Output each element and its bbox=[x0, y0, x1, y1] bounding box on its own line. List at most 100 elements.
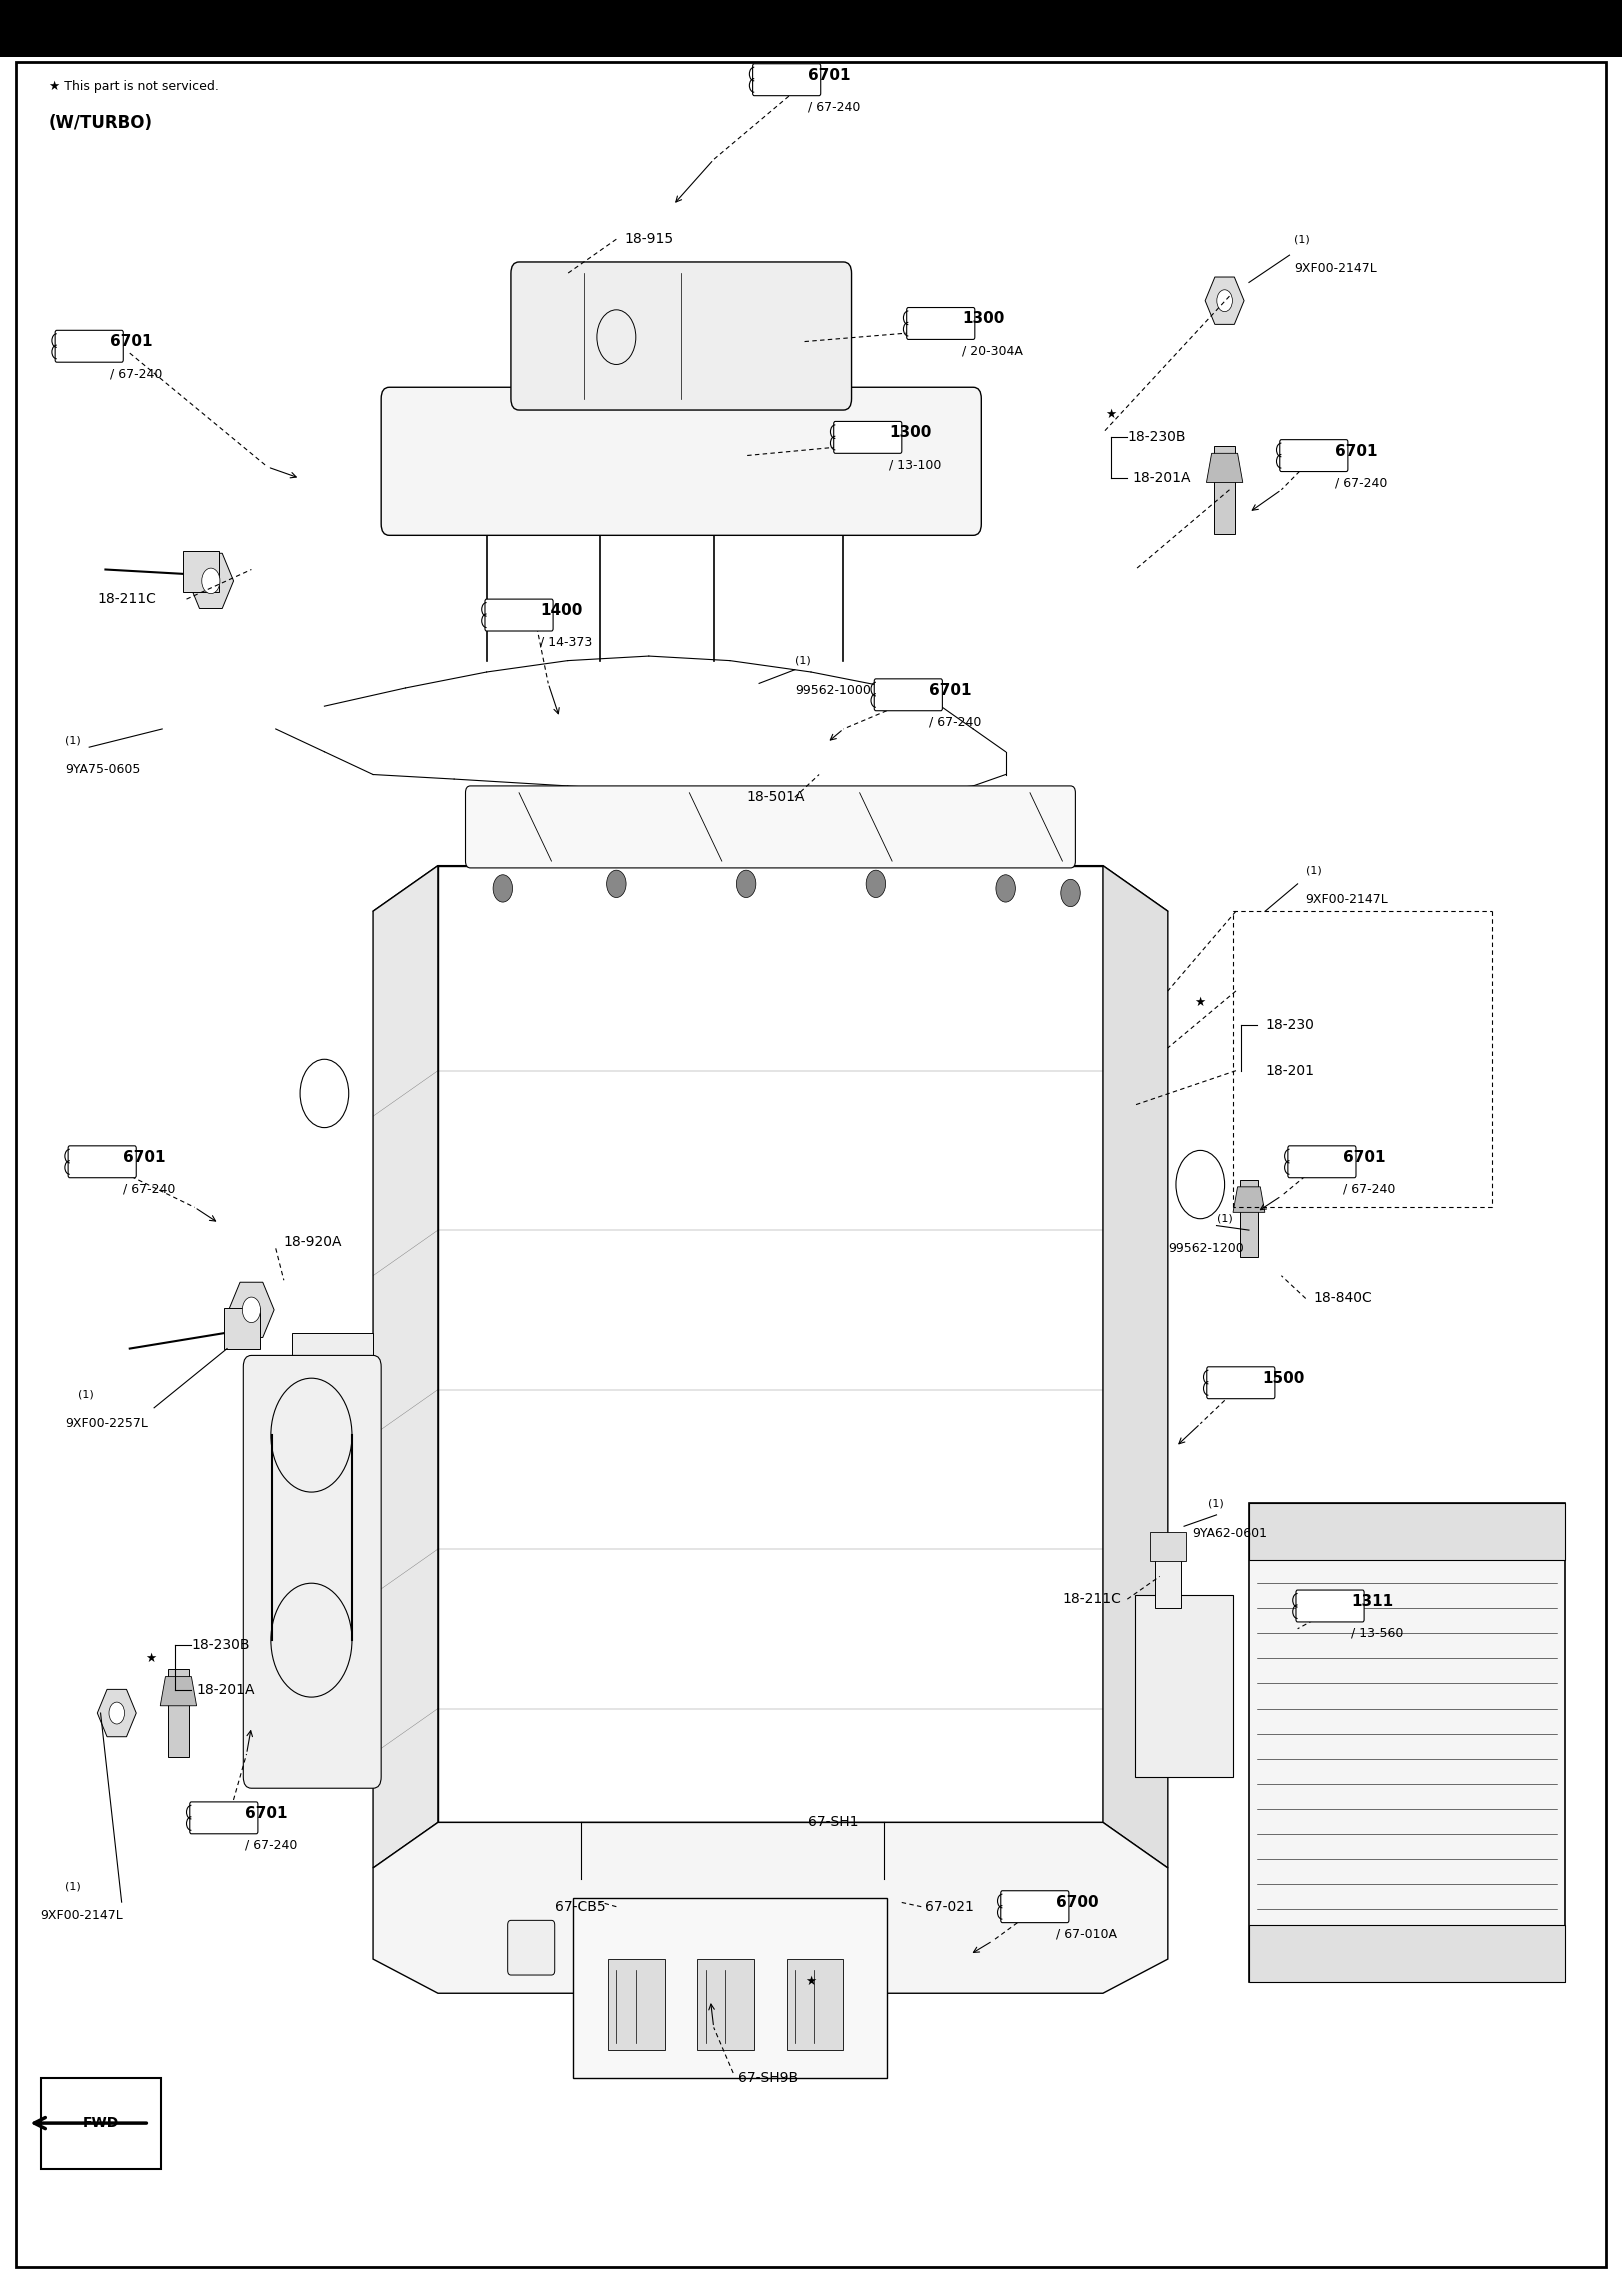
Bar bbox=[1150, 1531, 1186, 1560]
FancyBboxPatch shape bbox=[1280, 440, 1348, 472]
Text: (1): (1) bbox=[65, 1882, 81, 1891]
Text: 67-CB5: 67-CB5 bbox=[555, 1900, 605, 1914]
Text: ★ This part is not serviced.: ★ This part is not serviced. bbox=[49, 80, 219, 93]
Text: / 13-560: / 13-560 bbox=[1351, 1626, 1403, 1640]
Bar bbox=[697, 1959, 754, 2050]
FancyBboxPatch shape bbox=[1001, 1891, 1069, 1923]
Text: 18-211C: 18-211C bbox=[1062, 1592, 1121, 1606]
FancyBboxPatch shape bbox=[466, 786, 1075, 868]
Text: 6701: 6701 bbox=[245, 1806, 287, 1820]
Text: (1): (1) bbox=[78, 1390, 94, 1399]
Text: 6701: 6701 bbox=[929, 683, 972, 697]
Text: FWD: FWD bbox=[83, 2116, 118, 2130]
Text: 6701: 6701 bbox=[1335, 444, 1377, 458]
FancyBboxPatch shape bbox=[834, 421, 902, 453]
Text: 67-SH1: 67-SH1 bbox=[808, 1816, 858, 1829]
Polygon shape bbox=[188, 554, 234, 608]
Polygon shape bbox=[97, 1690, 136, 1736]
Text: / 20-304A: / 20-304A bbox=[962, 344, 1023, 358]
Text: 1400: 1400 bbox=[540, 604, 582, 617]
FancyBboxPatch shape bbox=[753, 64, 821, 96]
Text: (W/TURBO): (W/TURBO) bbox=[49, 114, 152, 132]
Bar bbox=[169, 1670, 188, 1756]
Polygon shape bbox=[1233, 1187, 1265, 1212]
Circle shape bbox=[109, 1702, 125, 1724]
Text: 18-915: 18-915 bbox=[624, 232, 673, 246]
FancyBboxPatch shape bbox=[508, 1920, 555, 1975]
Text: ★: ★ bbox=[1195, 995, 1205, 1009]
Text: 6701: 6701 bbox=[123, 1150, 165, 1164]
Bar bbox=[1239, 1180, 1259, 1257]
FancyBboxPatch shape bbox=[68, 1146, 136, 1178]
Text: 1500: 1500 bbox=[1262, 1371, 1304, 1385]
FancyBboxPatch shape bbox=[190, 1802, 258, 1834]
Text: 99562-1000: 99562-1000 bbox=[795, 683, 871, 697]
Text: 18-230: 18-230 bbox=[1265, 1018, 1314, 1032]
Text: 99562-1200: 99562-1200 bbox=[1168, 1242, 1244, 1255]
Text: / 67-010A: / 67-010A bbox=[1056, 1927, 1118, 1941]
Bar bbox=[787, 1959, 843, 2050]
Polygon shape bbox=[438, 866, 1103, 1822]
FancyBboxPatch shape bbox=[41, 2078, 161, 2169]
FancyBboxPatch shape bbox=[1207, 1367, 1275, 1399]
Polygon shape bbox=[1135, 1595, 1233, 1777]
FancyBboxPatch shape bbox=[511, 262, 852, 410]
FancyBboxPatch shape bbox=[485, 599, 553, 631]
Text: (1): (1) bbox=[65, 736, 81, 745]
Text: 1300: 1300 bbox=[962, 312, 1004, 326]
Text: 18-920A: 18-920A bbox=[284, 1235, 342, 1248]
Text: / 67-240: / 67-240 bbox=[929, 715, 981, 729]
Circle shape bbox=[1061, 879, 1080, 907]
Polygon shape bbox=[1103, 866, 1168, 1868]
Polygon shape bbox=[1207, 453, 1242, 483]
Text: 6701: 6701 bbox=[110, 335, 152, 349]
Text: ★: ★ bbox=[806, 1975, 816, 1989]
Text: 9YA75-0605: 9YA75-0605 bbox=[65, 763, 139, 777]
Text: 67-SH9B: 67-SH9B bbox=[738, 2071, 798, 2084]
FancyBboxPatch shape bbox=[1288, 1146, 1356, 1178]
Text: 18-201A: 18-201A bbox=[1132, 472, 1191, 485]
Bar bbox=[608, 1959, 665, 2050]
Text: / 67-240: / 67-240 bbox=[123, 1182, 175, 1196]
Circle shape bbox=[1216, 289, 1233, 312]
Text: / 67-240: / 67-240 bbox=[245, 1838, 297, 1852]
Bar bbox=[1155, 1535, 1181, 1608]
Text: (1): (1) bbox=[1306, 866, 1322, 875]
Text: 6701: 6701 bbox=[808, 68, 850, 82]
Bar bbox=[1215, 446, 1234, 533]
FancyBboxPatch shape bbox=[874, 679, 942, 711]
Text: ★: ★ bbox=[1106, 408, 1116, 421]
Text: 18-501A: 18-501A bbox=[746, 790, 805, 804]
Bar bbox=[224, 1308, 260, 1349]
Polygon shape bbox=[1205, 278, 1244, 323]
Text: 18-211C: 18-211C bbox=[97, 592, 156, 606]
FancyBboxPatch shape bbox=[55, 330, 123, 362]
Text: 18-201: 18-201 bbox=[1265, 1064, 1314, 1077]
Text: (1): (1) bbox=[1208, 1499, 1225, 1508]
Polygon shape bbox=[229, 1283, 274, 1337]
Text: (1): (1) bbox=[1216, 1214, 1233, 1223]
Text: ★: ★ bbox=[146, 1652, 156, 1665]
FancyBboxPatch shape bbox=[907, 308, 975, 339]
Circle shape bbox=[242, 1296, 261, 1324]
Circle shape bbox=[736, 870, 756, 898]
Text: 9XF00-2147L: 9XF00-2147L bbox=[1294, 262, 1377, 276]
Text: 9XF00-2147L: 9XF00-2147L bbox=[1306, 893, 1388, 907]
Text: 1311: 1311 bbox=[1351, 1595, 1393, 1608]
Polygon shape bbox=[373, 1822, 1168, 1993]
FancyBboxPatch shape bbox=[381, 387, 981, 535]
FancyBboxPatch shape bbox=[573, 1898, 887, 2078]
Text: 67-021: 67-021 bbox=[925, 1900, 973, 1914]
Text: 9XF00-2147L: 9XF00-2147L bbox=[41, 1909, 123, 1923]
Polygon shape bbox=[373, 866, 438, 1868]
Bar bbox=[183, 551, 219, 592]
Text: 9YA62-0601: 9YA62-0601 bbox=[1192, 1526, 1267, 1540]
Circle shape bbox=[996, 875, 1015, 902]
Bar bbox=[1249, 1503, 1565, 1982]
Circle shape bbox=[493, 875, 513, 902]
Text: 18-201A: 18-201A bbox=[196, 1683, 255, 1697]
Text: / 14-373: / 14-373 bbox=[540, 636, 592, 649]
Text: 1300: 1300 bbox=[889, 426, 931, 440]
Text: (1): (1) bbox=[795, 656, 811, 665]
FancyBboxPatch shape bbox=[243, 1355, 381, 1788]
